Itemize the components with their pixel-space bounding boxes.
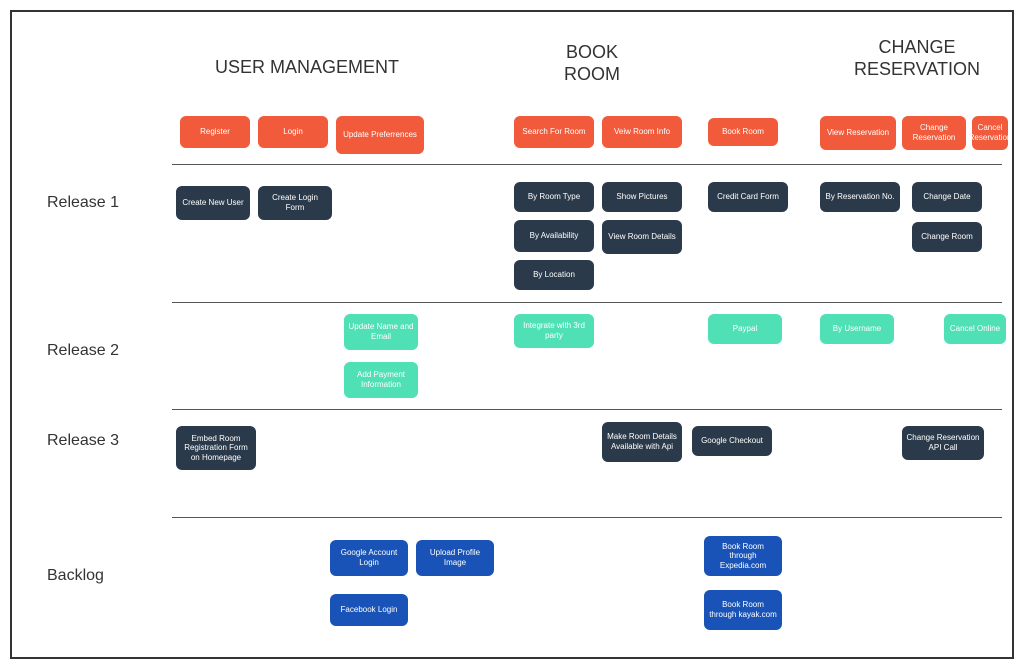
rl-r2: Release 2 (47, 342, 119, 360)
rl-r3: Release 3 (47, 432, 119, 450)
rl-r1: Release 1 (47, 194, 119, 212)
c-create-login[interactable]: Create Login Form (258, 186, 332, 220)
c-book-room[interactable]: Book Room (708, 118, 778, 146)
h-user-mgmt: USER MANAGEMENT (177, 57, 437, 78)
c-by-location[interactable]: By Location (514, 260, 594, 290)
divider-1 (172, 302, 1002, 303)
c-view-room-details[interactable]: View Room Details (602, 220, 682, 254)
c-by-res-no[interactable]: By Reservation No. (820, 182, 900, 212)
c-make-room-api[interactable]: Make Room Details Available with Api (602, 422, 682, 462)
h-book-room-1: BOOK (512, 42, 672, 63)
c-book-expedia[interactable]: Book Room through Expedia.com (704, 536, 782, 576)
h-change-res-2: RESERVATION (822, 59, 1012, 80)
c-embed-reg[interactable]: Embed Room Registration Form on Homepage (176, 426, 256, 470)
c-change-date[interactable]: Change Date (912, 182, 982, 212)
divider-3 (172, 517, 1002, 518)
c-by-room-type[interactable]: By Room Type (514, 182, 594, 212)
divider-0 (172, 164, 1002, 165)
c-view-room-info[interactable]: Veiw Room Info (602, 116, 682, 148)
c-view-res[interactable]: View Reservation (820, 116, 896, 150)
c-cc-form[interactable]: Credit Card Form (708, 182, 788, 212)
c-book-kayak[interactable]: Book Room through kayak.com (704, 590, 782, 630)
c-upload-profile[interactable]: Upload Profile Image (416, 540, 494, 576)
c-add-payment[interactable]: Add Payment Information (344, 362, 418, 398)
c-login[interactable]: Login (258, 116, 328, 148)
storymap-frame: USER MANAGEMENT BOOKROOM CHANGERESERVATION… (10, 10, 1014, 659)
c-by-username[interactable]: By Username (820, 314, 894, 344)
c-paypal[interactable]: Paypal (708, 314, 782, 344)
c-cancel-online[interactable]: Cancel Online (944, 314, 1006, 344)
c-google-checkout[interactable]: Google Checkout (692, 426, 772, 456)
rl-backlog: Backlog (47, 567, 104, 585)
c-integrate-3rd[interactable]: Integrate with 3rd party (514, 314, 594, 348)
c-show-pictures[interactable]: Show Pictures (602, 182, 682, 212)
c-change-room[interactable]: Change Room (912, 222, 982, 252)
c-google-login[interactable]: Google Account Login (330, 540, 408, 576)
c-update-name[interactable]: Update Name and Email (344, 314, 418, 350)
c-cancel-res[interactable]: Cancel Reservation (972, 116, 1008, 150)
c-create-user[interactable]: Create New User (176, 186, 250, 220)
c-change-res[interactable]: Change Reservation (902, 116, 966, 150)
c-change-res-api[interactable]: Change Reservation API Call (902, 426, 984, 460)
c-register[interactable]: Register (180, 116, 250, 148)
h-change-res-1: CHANGE (822, 37, 1012, 58)
c-search-room[interactable]: Search For Room (514, 116, 594, 148)
c-facebook-login[interactable]: Facebook Login (330, 594, 408, 626)
h-book-room-2: ROOM (512, 64, 672, 85)
c-by-availability[interactable]: By Availability (514, 220, 594, 252)
divider-2 (172, 409, 1002, 410)
c-update-pref[interactable]: Update Preferrences (336, 116, 424, 154)
